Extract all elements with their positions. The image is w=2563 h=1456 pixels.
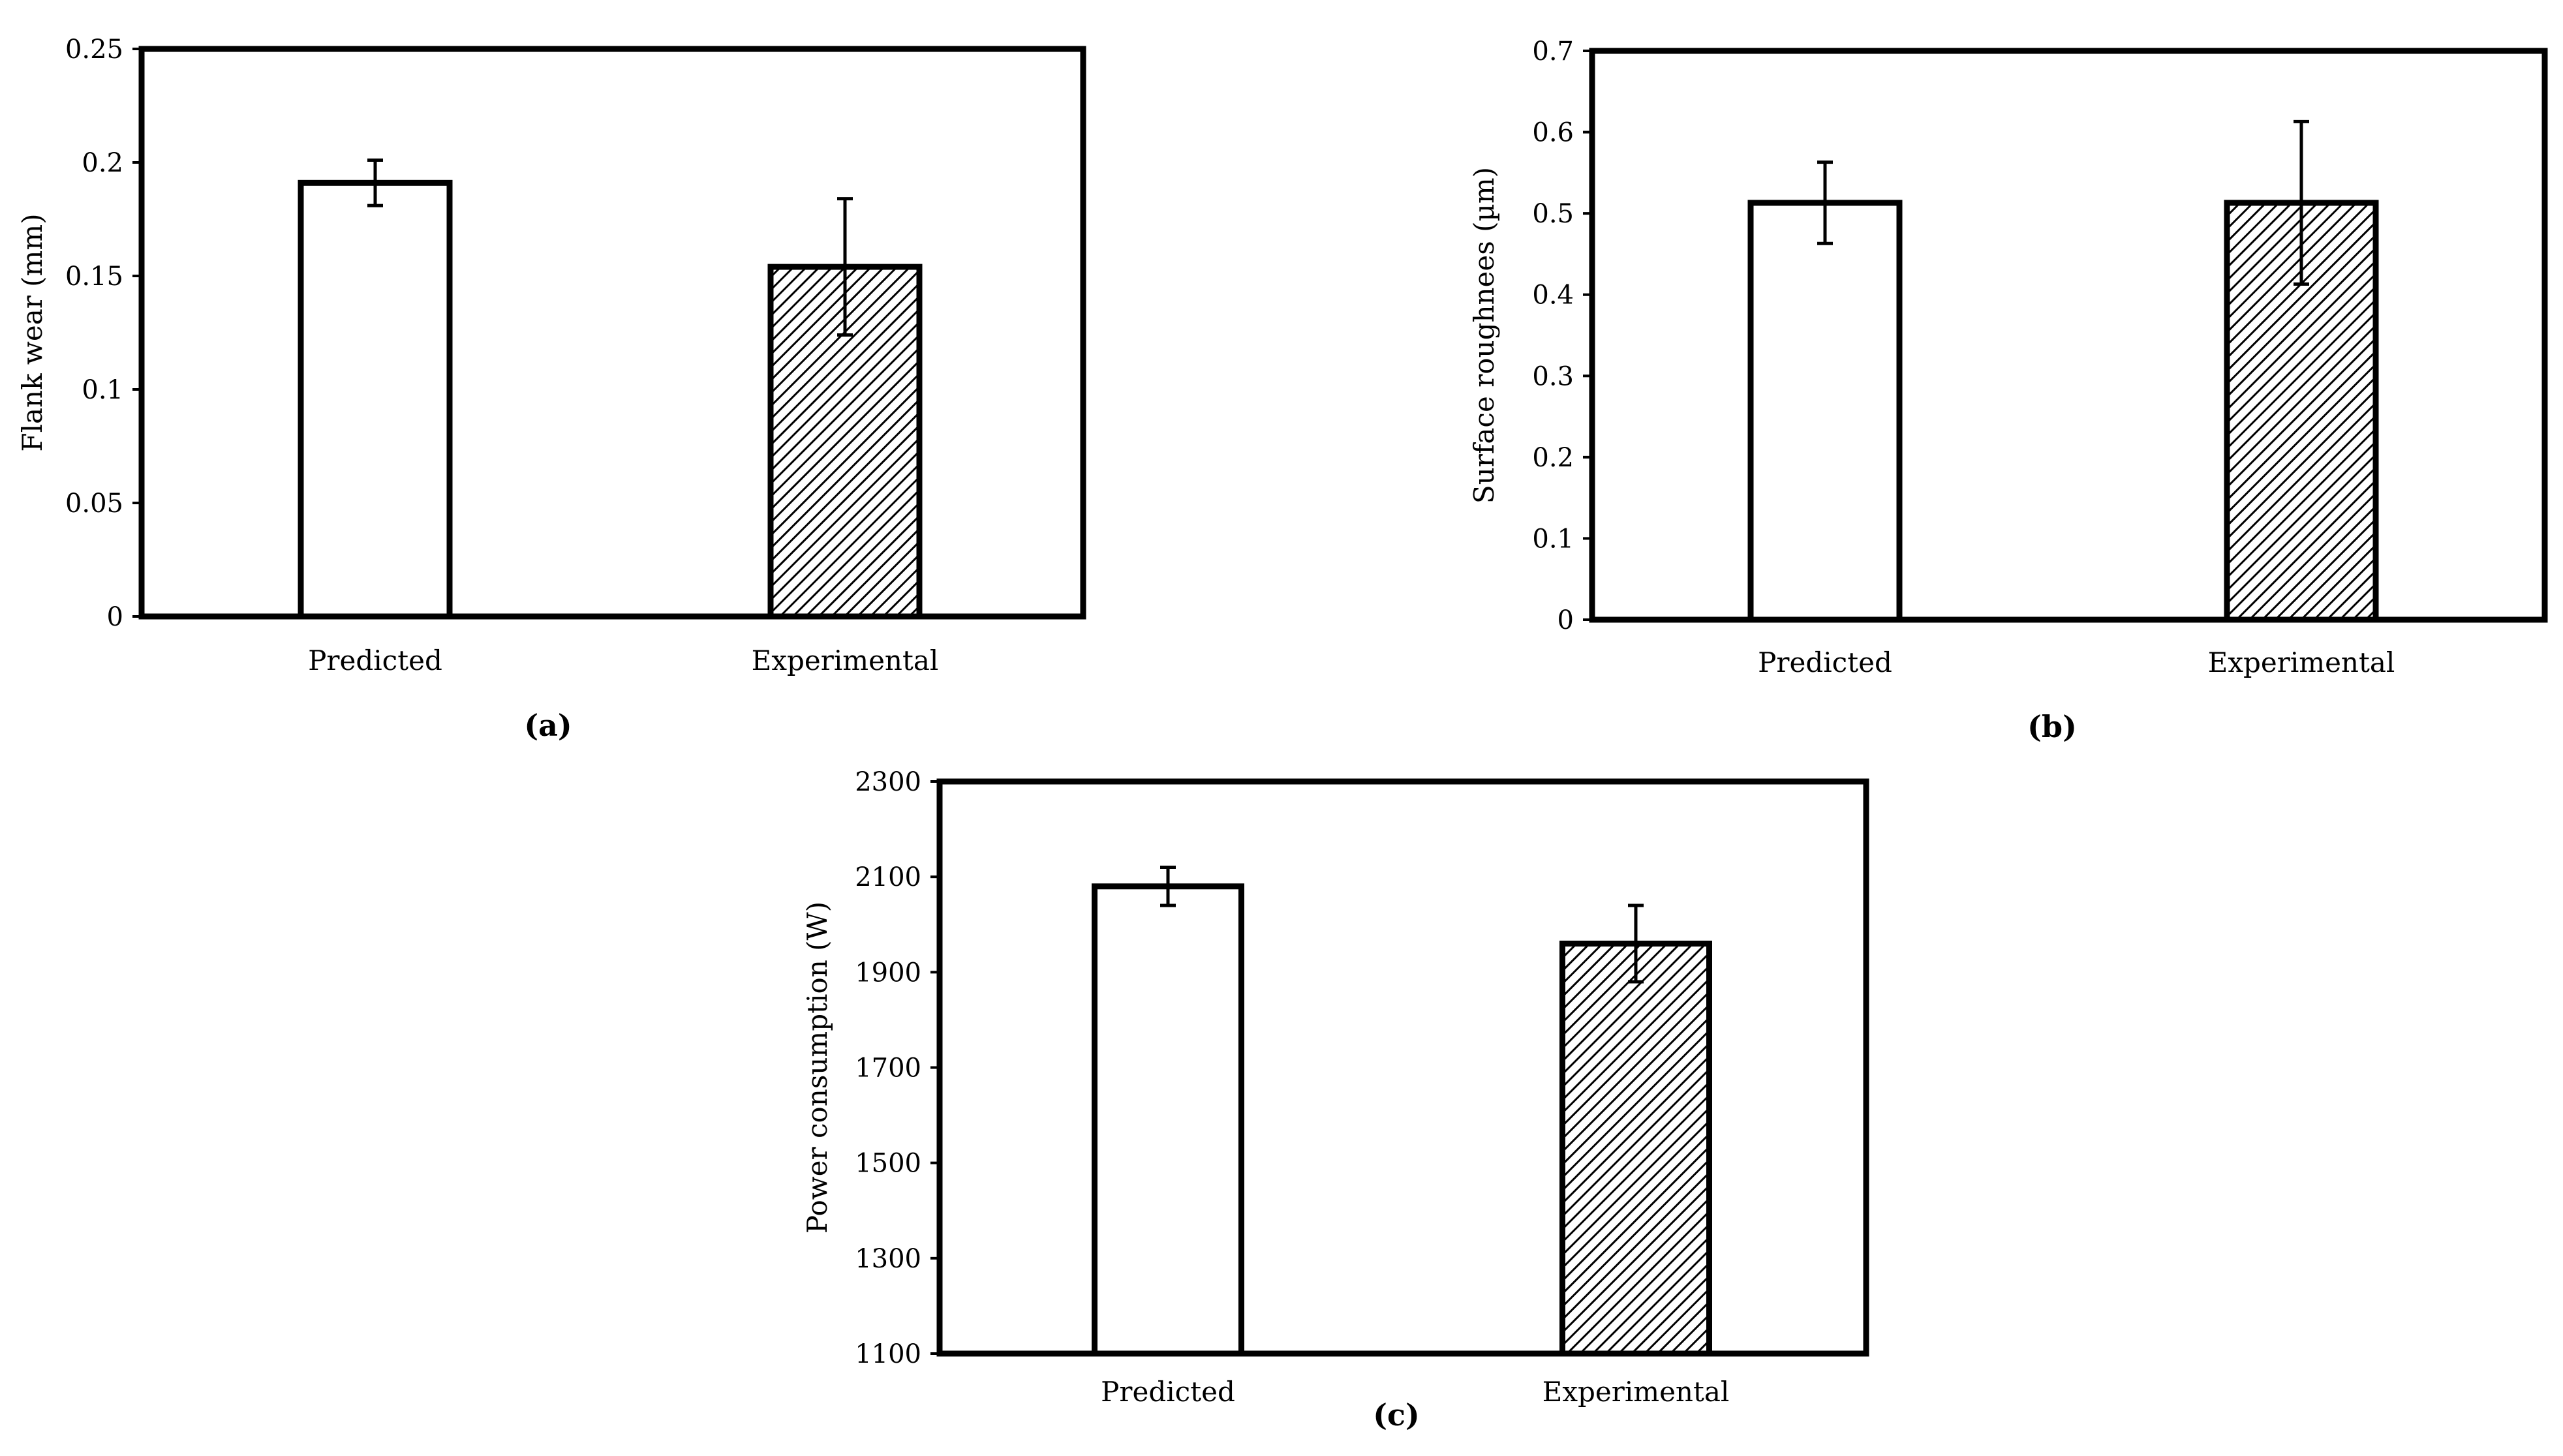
- y-tick-label: 0.1: [1532, 524, 1574, 554]
- y-tick-label: 0.2: [82, 148, 123, 178]
- y-axis-label: Surface roughnees (µm): [1468, 167, 1500, 504]
- panel-caption: (b): [2027, 709, 2077, 744]
- y-axis-label: Power consumption (W): [801, 902, 833, 1234]
- y-tick-label: 0.7: [1532, 37, 1574, 67]
- category-label: Experimental: [752, 645, 939, 676]
- chart-panel-b: 0 0.1 0.2 0.3 0.4 0.5 0.6 0.7 Predicted Experimen…: [1468, 37, 2548, 744]
- y-tick-label: 0.25: [65, 35, 123, 65]
- y-tick-label: 1900: [855, 958, 921, 988]
- panel-caption: (c): [1373, 1397, 1420, 1433]
- y-tick-label: 0: [1558, 605, 1574, 635]
- category-label: Experimental: [1542, 1376, 1730, 1408]
- plot-frame: [138, 46, 1086, 620]
- plot-frame: [936, 778, 1869, 1357]
- y-tick-label: 2300: [855, 767, 921, 797]
- category-label: Predicted: [1758, 646, 1892, 678]
- category-label: Predicted: [1101, 1376, 1235, 1408]
- y-tick-label: 1100: [855, 1339, 921, 1369]
- y-tick-label: 0.3: [1532, 361, 1574, 391]
- y-tick-label: 0.2: [1532, 443, 1574, 473]
- y-tick-label: 0.4: [1532, 281, 1574, 311]
- y-tick-label: 2100: [855, 862, 921, 892]
- y-tick-label: 0.05: [65, 489, 123, 519]
- bar-predicted: [1747, 200, 1903, 623]
- category-label: Experimental: [2208, 646, 2395, 678]
- bar-predicted: [1092, 883, 1244, 1357]
- y-tick-label: 0.15: [65, 262, 123, 292]
- y-tick-label: 1500: [855, 1149, 921, 1179]
- y-tick-label: 0.5: [1532, 199, 1574, 229]
- plot-frame: [1589, 48, 2548, 623]
- bar-experimental: [1559, 940, 1712, 1357]
- y-tick-label: 0.1: [82, 375, 123, 405]
- bar-predicted: [298, 179, 453, 620]
- y-tick-label: 0.6: [1532, 118, 1574, 148]
- y-tick-label: 1700: [855, 1054, 921, 1084]
- category-label: Predicted: [308, 645, 442, 676]
- chart-panel-c: 1100 1300 1500 1700 1900 2100 2300 Predicted Exp…: [801, 767, 1869, 1433]
- y-tick-label: 0: [107, 602, 123, 632]
- y-tick-label: 1300: [855, 1244, 921, 1274]
- chart-panel-a: 0 0.05 0.1 0.15 0.2 0.25 Predicted Experimental…: [16, 35, 1086, 743]
- y-axis-label: Flank wear (mm): [16, 213, 48, 451]
- panel-caption: (a): [524, 708, 572, 743]
